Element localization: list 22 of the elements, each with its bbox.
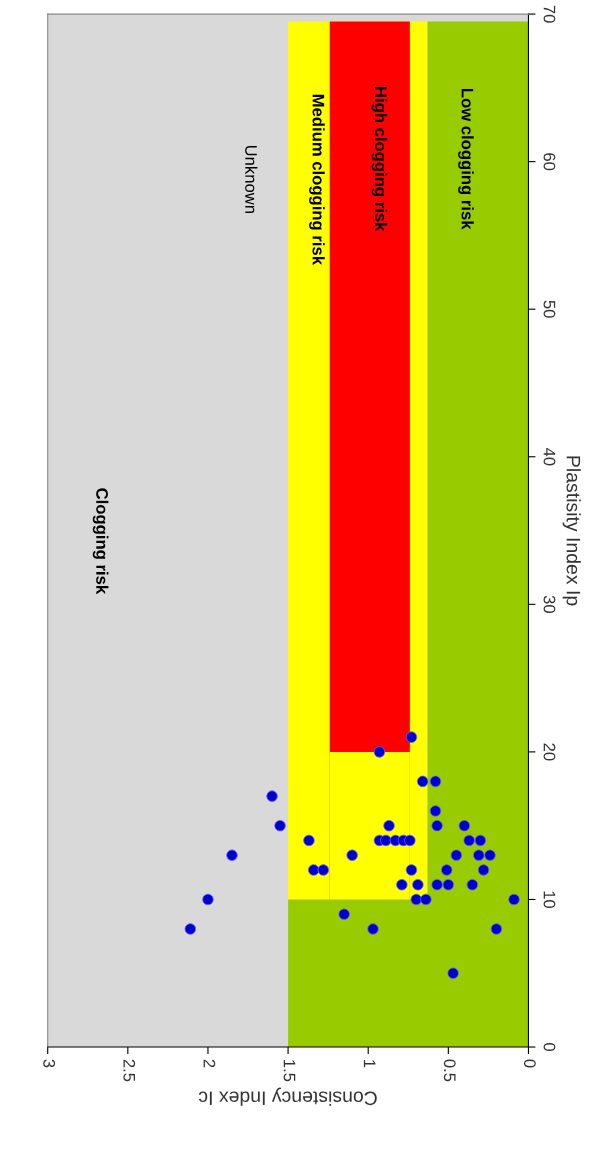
x-tick-label: 2 <box>203 1059 216 1068</box>
annotation: Clogging risk <box>92 488 109 595</box>
x-tick-label: 0.5 <box>443 1059 456 1082</box>
x-axis-title: Consistency Index Ic <box>198 1087 377 1106</box>
y-tick-label: 70 <box>543 5 556 23</box>
x-tick-label: 0 <box>523 1059 536 1068</box>
y-tick-label: 50 <box>543 300 556 318</box>
annotation: Unknown <box>245 145 258 214</box>
annotation: Medium clogging risk <box>309 94 325 266</box>
x-tick-label: 3 <box>43 1059 56 1068</box>
x-tick-label: 2.5 <box>123 1059 136 1082</box>
y-axis-title: Plastisity Index Ip <box>562 456 581 606</box>
x-tick-label: 1.5 <box>283 1060 296 1082</box>
y-tick-label: 30 <box>543 595 556 613</box>
annotation: Low clogging risk <box>458 88 474 230</box>
y-tick-label: 20 <box>543 743 556 761</box>
y-tick-label: 0 <box>543 1043 556 1051</box>
annotation: High clogging risk <box>371 87 388 232</box>
y-tick-label: 60 <box>543 153 556 171</box>
x-tick-label: 1 <box>363 1060 376 1068</box>
y-tick-label: 40 <box>543 447 556 466</box>
y-tick-label: 10 <box>543 891 556 909</box>
